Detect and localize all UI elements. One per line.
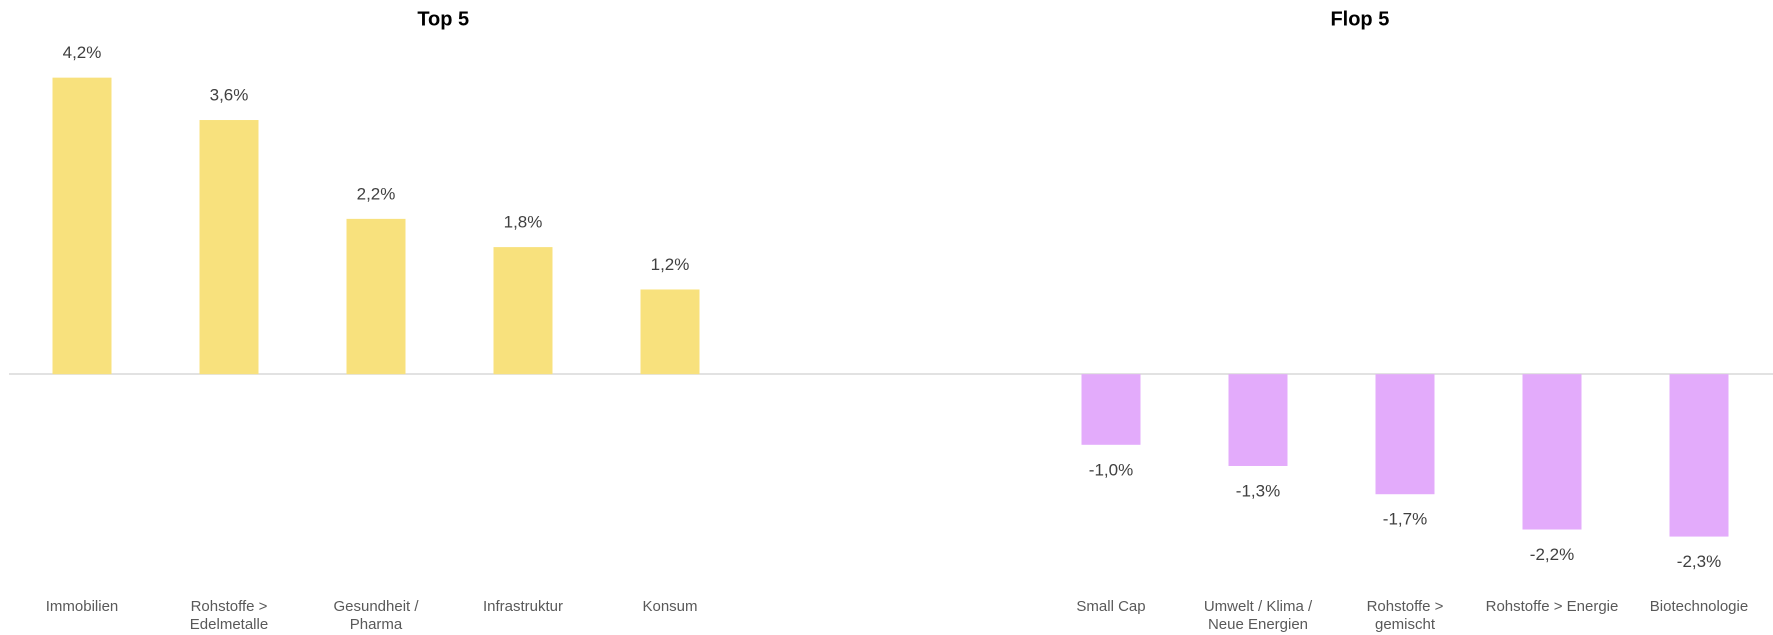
value-label: 3,6% — [210, 86, 249, 105]
bar — [1081, 374, 1141, 445]
x-tick-label: Gesundheit / Pharma — [333, 598, 419, 633]
bar — [1522, 374, 1582, 530]
bar — [52, 77, 112, 375]
bar — [1669, 374, 1729, 537]
bar — [640, 289, 700, 375]
x-tick-label: Small Cap — [1076, 598, 1146, 615]
x-tick-label: Umwelt / Klima / Neue Energien — [1203, 598, 1313, 633]
bar — [346, 218, 406, 375]
x-tick-label: Infrastruktur — [482, 598, 564, 615]
x-tick-label: Konsum — [642, 598, 698, 615]
series-title: Flop 5 — [1330, 8, 1389, 30]
bar — [1375, 374, 1435, 495]
value-label: 1,2% — [651, 255, 690, 274]
bar — [199, 120, 259, 375]
value-label: -1,0% — [1089, 460, 1133, 479]
x-tick-label: Rohstoffe > gemischt — [1366, 598, 1444, 633]
value-label: -2,2% — [1530, 545, 1574, 564]
value-label: 4,2% — [63, 43, 102, 62]
value-label: -1,3% — [1236, 481, 1280, 500]
series-title: Top 5 — [417, 8, 469, 30]
value-label: 1,8% — [504, 213, 543, 232]
value-label: -1,7% — [1383, 510, 1427, 529]
x-tick-label: Immobilien — [45, 598, 119, 615]
x-tick-label: Biotechnologie — [1649, 598, 1749, 615]
bar — [1228, 374, 1288, 466]
x-tick-label: Rohstoffe > Energie — [1485, 598, 1619, 615]
x-tick-label: Rohstoffe > Edelmetalle — [189, 598, 269, 633]
value-label: 2,2% — [357, 184, 396, 203]
bar — [493, 247, 553, 375]
value-label: -2,3% — [1677, 552, 1721, 571]
